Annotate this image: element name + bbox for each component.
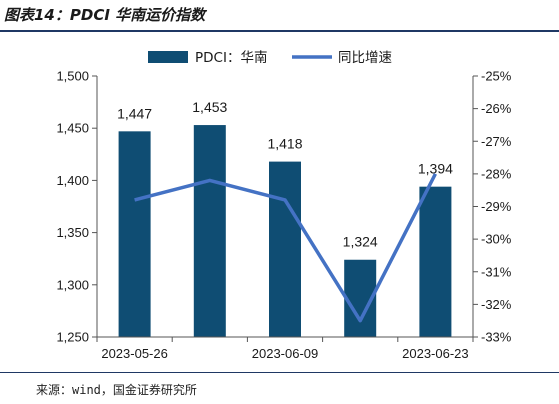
left-tick-label: 1,450	[56, 121, 89, 136]
left-tick-label: 1,350	[56, 225, 89, 240]
right-tick-label: -31%	[481, 264, 512, 279]
bar	[269, 161, 301, 337]
legend-label-line: 同比增速	[338, 50, 392, 66]
legend-label-bar: PDCI：华南	[195, 50, 267, 66]
bar-data-label: 1,394	[418, 161, 453, 177]
left-tick-label: 1,300	[56, 277, 89, 292]
chart-legend: PDCI：华南 同比增速	[148, 50, 392, 66]
left-tick-label: 1,500	[56, 69, 89, 84]
right-tick-label: -29%	[481, 199, 512, 214]
bar	[118, 131, 151, 337]
x-tick-label: 2023-06-09	[252, 346, 319, 361]
right-tick-label: -33%	[481, 330, 512, 345]
right-tick-label: -26%	[481, 101, 512, 116]
bar-data-label: 1,324	[343, 234, 378, 250]
bar-data-label: 1,418	[267, 136, 302, 152]
bar-data-label: 1,447	[117, 105, 152, 121]
chart-axes: 1,250 1,300 1,350 1,400 1,450 1,500 -33% -32% -3…	[56, 69, 511, 362]
x-tick-label: 2023-06-23	[402, 346, 469, 361]
right-tick-label: -27%	[481, 134, 512, 149]
data-labels: 1,447 1,453 1,418 1,324 1,394	[117, 99, 453, 250]
left-tick-label: 1,250	[56, 330, 89, 345]
bar	[419, 186, 452, 337]
right-tick-label: -25%	[481, 69, 512, 84]
x-tick-label: 2023-05-26	[101, 346, 168, 361]
legend-swatch-bar	[148, 51, 188, 63]
source-divider	[0, 372, 559, 373]
bar-series	[118, 125, 452, 338]
left-tick-label: 1,400	[56, 173, 89, 188]
right-tick-label: -32%	[481, 297, 512, 312]
title-divider	[0, 30, 559, 32]
source-note: 来源：wind，国金证券研究所	[36, 383, 197, 397]
bar-data-label: 1,453	[192, 99, 227, 115]
right-tick-label: -30%	[481, 232, 512, 247]
figure-title: 图表14：PDCI 华南运价指数	[4, 6, 206, 24]
right-tick-label: -28%	[481, 166, 512, 181]
bar	[193, 125, 226, 338]
line-series	[134, 173, 437, 323]
